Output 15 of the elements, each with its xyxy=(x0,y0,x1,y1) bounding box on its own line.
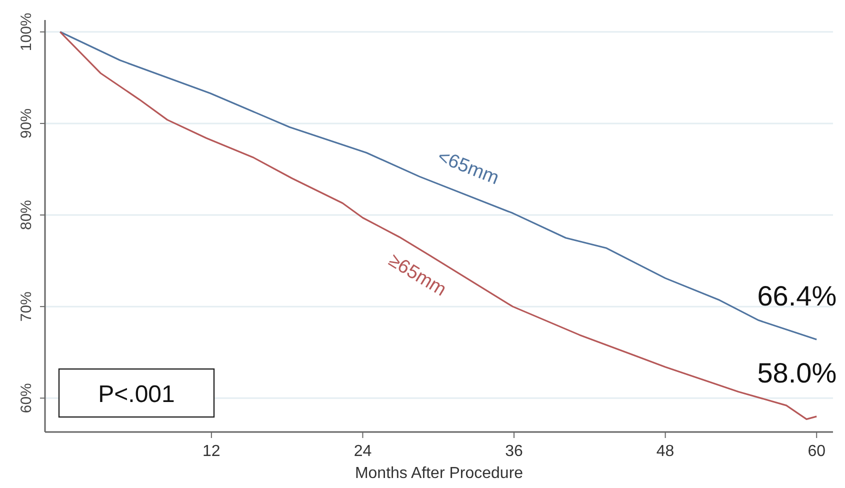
annotation: P<.001 xyxy=(98,381,175,408)
text: <65mm xyxy=(434,146,502,190)
x-axis-title: Months After Procedure xyxy=(354,465,524,482)
y-tick-label: 100% xyxy=(18,12,35,52)
y-tick-label: 60% xyxy=(18,383,35,414)
x-tick-label: 60 xyxy=(808,443,826,460)
y-tick-label: 70% xyxy=(18,292,35,322)
y-tick-label: 90% xyxy=(18,108,35,138)
x-tick-label: 36 xyxy=(505,443,524,460)
x-tick-label: 24 xyxy=(354,443,372,460)
data-label: 66.4% xyxy=(757,280,837,312)
x-tick-label: 12 xyxy=(202,443,220,460)
y-tick-label: 80% xyxy=(18,200,35,230)
data-label: 58.0% xyxy=(757,357,837,388)
x-tick-label: 48 xyxy=(656,443,674,460)
